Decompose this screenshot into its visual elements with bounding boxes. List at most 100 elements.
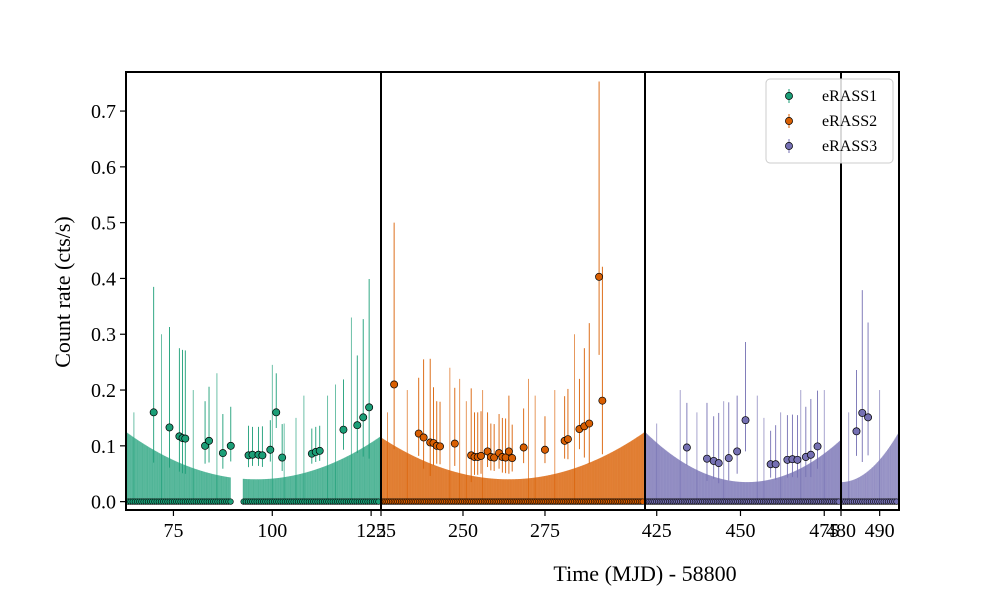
- zero-markers: [126, 498, 381, 505]
- legend-box: [765, 78, 894, 164]
- x-tick-label: 490: [865, 520, 895, 542]
- data-point: [353, 421, 362, 430]
- x-axis-title: Time (MJD) - 58800: [553, 561, 736, 586]
- zero-count-point: [375, 498, 381, 505]
- panel-content: [126, 279, 381, 505]
- data-point: [852, 427, 861, 436]
- panel-frame: [125, 71, 382, 511]
- data-point: [205, 436, 213, 445]
- upper-limit-bars: [126, 317, 381, 502]
- y-tick-label: 0.5: [91, 213, 116, 235]
- data-point: [793, 455, 802, 464]
- zero-count-point: [227, 498, 234, 505]
- x-tick-label: 75: [163, 520, 183, 542]
- data-point: [519, 443, 528, 452]
- plot-panels: [125, 71, 900, 511]
- data-point: [563, 435, 572, 444]
- panel-erass3: [644, 71, 842, 511]
- upper-limit-bars: [381, 334, 645, 502]
- legend-marker: [785, 92, 793, 100]
- y-tick-label: 0.1: [91, 436, 116, 458]
- data-point: [258, 451, 267, 460]
- data-point: [858, 408, 867, 417]
- detections: [682, 342, 822, 484]
- x-tick-label: 125: [356, 520, 386, 542]
- data-point: [806, 450, 815, 459]
- legend-marker: [785, 117, 793, 125]
- panel-content: [645, 342, 841, 505]
- panel-frame: [380, 71, 646, 511]
- x-tick-label: 425: [642, 520, 672, 542]
- x-tick-label: 475: [809, 520, 839, 542]
- x-tick-label: 100: [257, 520, 287, 542]
- y-tick-label: 0.3: [91, 324, 116, 346]
- zero-markers: [645, 498, 841, 505]
- data-point: [508, 454, 517, 463]
- data-point: [595, 272, 604, 281]
- data-point: [390, 380, 399, 389]
- y-tick-label: 0.7: [91, 101, 116, 123]
- panel-erass3-continued: [840, 71, 900, 511]
- panel-content: [381, 81, 645, 505]
- data-point: [359, 413, 368, 422]
- y-tick-label: 0.0: [91, 492, 116, 514]
- zero-count-point: [835, 498, 841, 505]
- y-tick-label: 0.6: [91, 157, 116, 179]
- data-point: [703, 454, 711, 463]
- zero-count-point: [893, 498, 899, 505]
- legend: eRASS1 eRASS2 eRASS3: [765, 78, 894, 164]
- x-tick-label: 250: [448, 520, 478, 542]
- panel-content: [841, 290, 899, 505]
- panel-erass1: [125, 71, 382, 511]
- panel-erass2: [380, 71, 646, 511]
- data-point: [813, 442, 822, 451]
- data-point: [315, 446, 324, 455]
- data-point: [771, 460, 780, 469]
- zero-markers: [841, 498, 899, 505]
- detections: [852, 290, 873, 463]
- data-point: [181, 434, 190, 443]
- data-point: [226, 441, 235, 450]
- data-point: [218, 449, 227, 458]
- zero-count-point: [639, 498, 645, 505]
- data-point: [149, 408, 158, 417]
- data-point: [541, 445, 549, 454]
- data-point: [741, 416, 750, 425]
- data-point: [365, 403, 374, 412]
- detections: [149, 279, 374, 474]
- data-point: [450, 439, 459, 448]
- x-tick-label: 450: [725, 520, 755, 542]
- x-tick-label: 225: [366, 520, 396, 542]
- data-point: [724, 454, 733, 463]
- x-tick-label: 480: [826, 520, 856, 542]
- data-point: [714, 459, 723, 468]
- y-tick-label: 0.2: [91, 380, 116, 402]
- data-point: [490, 453, 499, 462]
- data-point: [272, 408, 281, 417]
- panel-frame: [840, 71, 900, 511]
- legend-label: eRASS3: [822, 138, 877, 155]
- y-axis: 0.0 0.1 0.2 0.3 0.4 0.5 0.6 0.7: [91, 101, 126, 514]
- data-point: [339, 425, 348, 434]
- legend-marker: [785, 142, 793, 150]
- zero-markers: [381, 498, 645, 505]
- upper-limit-bars: [841, 390, 899, 502]
- data-point: [278, 453, 287, 462]
- data-point: [682, 443, 691, 452]
- data-point: [504, 447, 513, 456]
- y-tick-label: 0.4: [91, 268, 116, 290]
- data-point: [436, 442, 444, 451]
- data-point: [733, 447, 742, 456]
- upper-limit-bars: [645, 390, 841, 502]
- data-point: [598, 396, 607, 405]
- data-point: [864, 413, 873, 422]
- data-point: [419, 433, 428, 442]
- detections: [390, 81, 607, 483]
- data-point: [477, 451, 485, 460]
- y-axis-title: Count rate (cts/s): [50, 216, 75, 368]
- data-point: [585, 419, 594, 428]
- data-point: [165, 423, 174, 432]
